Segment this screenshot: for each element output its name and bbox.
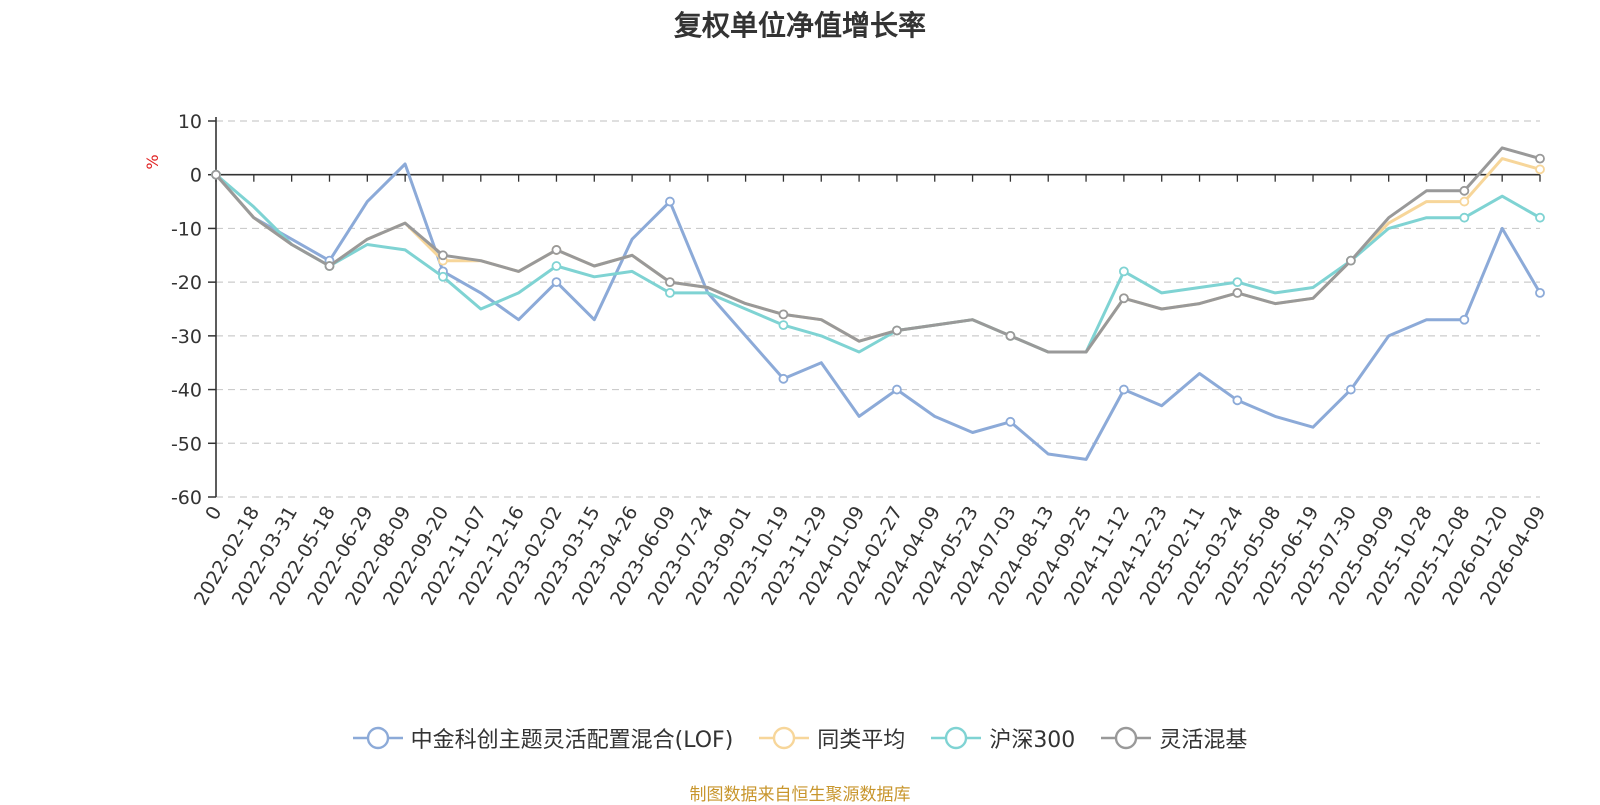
data-point: [665, 196, 675, 207]
data-point: [1118, 266, 1129, 277]
legend-item[interactable]: 同类平均: [759, 722, 905, 754]
y-tick-label: -30: [171, 326, 202, 348]
legend-label: 沪深300: [989, 728, 1076, 753]
y-tick-label: 0: [190, 165, 202, 187]
data-point: [1459, 185, 1470, 196]
data-point: [1459, 196, 1470, 207]
legend-label: 同类平均: [817, 728, 906, 753]
data-point: [551, 277, 562, 288]
legend-swatch-icon: [352, 726, 403, 750]
series-line: [215, 173, 1541, 354]
data-point: [665, 287, 675, 298]
series-line: [214, 162, 1542, 461]
data-point: [1232, 277, 1243, 288]
legend-swatch-icon: [931, 726, 982, 750]
data-point: [1459, 212, 1470, 223]
legend-item[interactable]: 灵活混基: [1101, 722, 1247, 754]
legend-label: 中金科创主题灵活配置混合(LOF): [410, 728, 734, 753]
legend-item[interactable]: 沪深300: [931, 722, 1075, 754]
data-point: [778, 309, 789, 320]
data-point: [211, 169, 221, 180]
data-point: [1232, 287, 1243, 298]
data-point: [1118, 293, 1129, 304]
y-tick-label: -20: [171, 272, 202, 294]
data-point: [1005, 416, 1016, 427]
y-tick-label: -50: [171, 433, 202, 455]
data-point: [1535, 164, 1545, 175]
data-point: [1535, 287, 1545, 298]
y-axis-label: %: [143, 154, 162, 169]
legend-label: 灵活混基: [1159, 728, 1248, 753]
data-point: [438, 271, 448, 282]
series-line: [214, 146, 1541, 354]
y-tick-label: -10: [171, 218, 202, 240]
data-point: [1535, 212, 1545, 223]
data-point: [1005, 330, 1016, 341]
data-point: [892, 325, 902, 336]
line-chart: 100-10-20-30-40-50-60%02022-02-182022-03…: [143, 111, 1550, 609]
legend-swatch-icon: [759, 726, 810, 750]
legend-item[interactable]: 中金科创主题灵活配置混合(LOF): [352, 722, 734, 754]
legend-swatch-icon: [1101, 726, 1152, 750]
x-tick-label: 0: [201, 503, 226, 524]
data-point: [324, 261, 335, 271]
data-point: [1459, 314, 1470, 325]
chart-title: 复权单位净值增长率: [673, 9, 926, 42]
data-point: [438, 250, 448, 261]
y-tick-label: 10: [178, 111, 202, 133]
y-tick-label: -40: [171, 380, 202, 402]
data-point: [778, 320, 789, 331]
data-point: [1535, 153, 1545, 164]
data-point: [551, 245, 562, 255]
y-tick-label: -60: [171, 487, 202, 509]
data-point: [1232, 395, 1243, 406]
data-point: [892, 384, 902, 395]
legend: 中金科创主题灵活配置混合(LOF) 同类平均 沪深300 灵活混基: [0, 722, 1600, 754]
data-point: [778, 373, 789, 384]
data-point: [1345, 384, 1356, 395]
data-point: [1345, 255, 1356, 266]
source-note: 制图数据来自恒生聚源数据库: [689, 785, 911, 805]
data-point: [665, 277, 675, 288]
data-point: [551, 261, 562, 271]
data-point: [1118, 384, 1129, 395]
